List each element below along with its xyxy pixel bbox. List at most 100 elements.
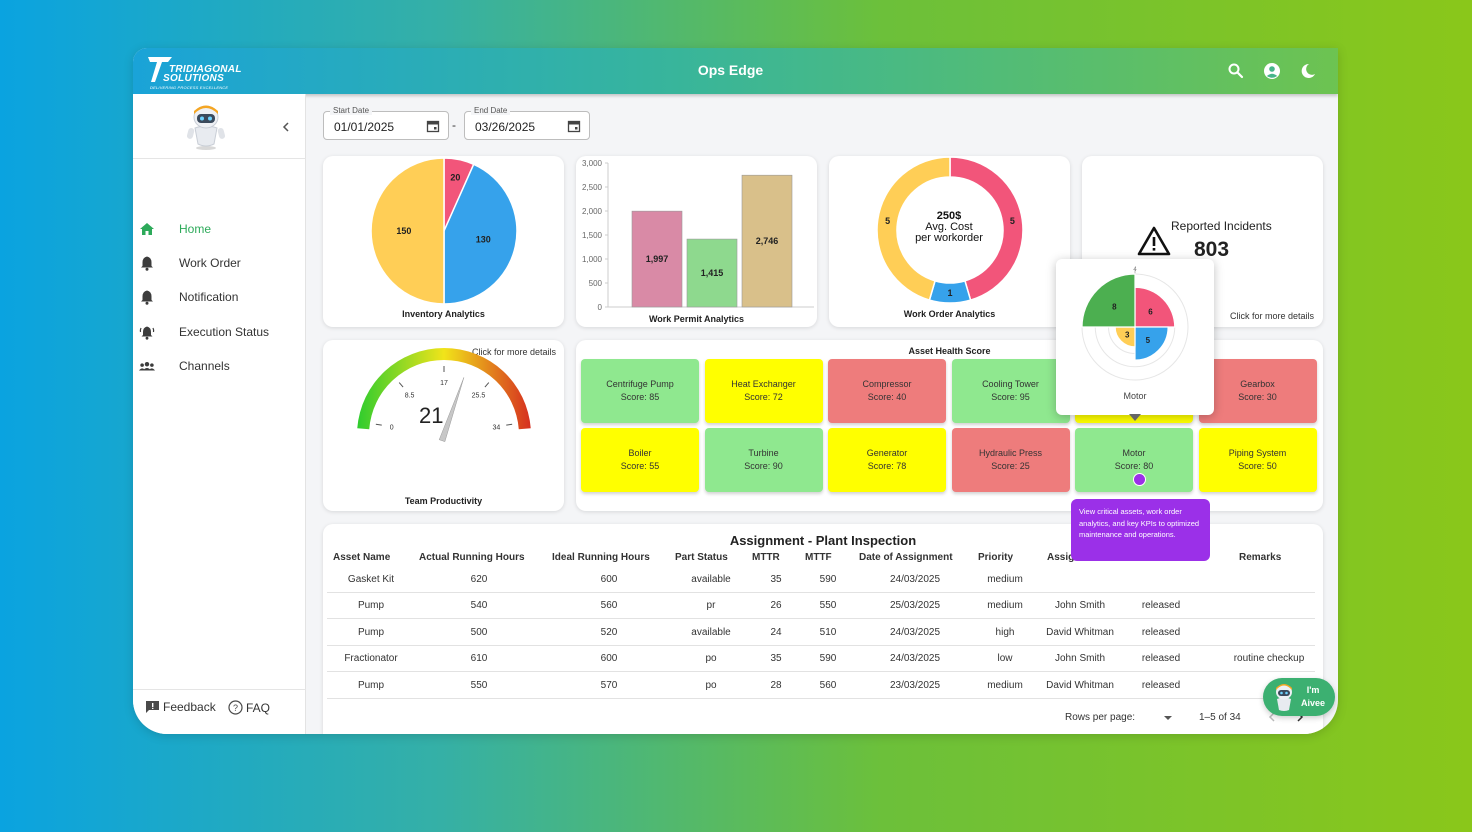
rows-per-page-dropdown-icon[interactable] bbox=[1163, 714, 1173, 722]
asset-tile[interactable]: Hydraulic Press Score: 25 bbox=[951, 428, 1070, 492]
column-header[interactable]: Part Status bbox=[675, 552, 728, 563]
table-cell: 24 bbox=[770, 626, 782, 638]
calendar-icon[interactable] bbox=[426, 119, 440, 133]
asset-tile[interactable]: Compressor Score: 40 bbox=[828, 359, 946, 423]
asset-tile[interactable]: Gearbox Score: 30 bbox=[1198, 359, 1317, 423]
table-cell: 24/03/2025 bbox=[889, 653, 941, 665]
donut-segment[interactable] bbox=[949, 156, 1024, 301]
gauge-arc bbox=[357, 348, 531, 430]
end-date-field[interactable]: End Date 03/26/2025 bbox=[464, 106, 590, 140]
sidebar-item-channels[interactable]: Channels bbox=[133, 352, 306, 380]
bell-icon bbox=[141, 256, 153, 271]
work-order-card[interactable]: 5 1 5 250$ Avg. Cost per workorder Work Or… bbox=[829, 156, 1070, 327]
asset-tile-name: Gearbox bbox=[1240, 379, 1275, 389]
column-header[interactable]: Actual Running Hours bbox=[419, 552, 525, 563]
polar-segment[interactable] bbox=[1081, 273, 1136, 328]
incidents-details-link[interactable]: Click for more details bbox=[1230, 311, 1315, 321]
asset-tile-score: Score: 95 bbox=[991, 392, 1030, 402]
table-cell: 540 bbox=[470, 600, 488, 612]
collapse-sidebar-icon[interactable] bbox=[280, 121, 292, 133]
asset-tile[interactable]: Generator Score: 78 bbox=[828, 428, 946, 492]
work-permit-card[interactable]: 3,000 2,500 2,000 1,500 1,000 500 0 1,997 1,415 2… bbox=[576, 156, 817, 327]
bar[interactable] bbox=[686, 238, 738, 308]
donut-segment-label: 1 bbox=[947, 288, 952, 298]
column-header[interactable]: Ideal Running Hours bbox=[552, 552, 650, 563]
popup-pointer bbox=[1129, 414, 1141, 421]
polar-segment-label: 6 bbox=[1148, 308, 1153, 317]
feedback-button[interactable]: Feedback bbox=[145, 700, 216, 714]
asset-tile[interactable]: Centrifuge Pump Score: 85 bbox=[581, 359, 699, 423]
asset-tile[interactable]: Heat Exchanger Score: 72 bbox=[704, 359, 823, 423]
polar-segment[interactable] bbox=[1114, 326, 1136, 348]
sidebar-item-notification[interactable]: Notification bbox=[133, 283, 306, 311]
start-date-field[interactable]: Start Date 01/01/2025 bbox=[323, 106, 449, 140]
dark-mode-icon[interactable] bbox=[1299, 62, 1317, 80]
logo-line2: SOLUTIONS bbox=[163, 73, 225, 84]
polar-segment-label: 3 bbox=[1125, 331, 1130, 340]
sidebar-item-home[interactable]: Home bbox=[133, 215, 306, 243]
bar[interactable] bbox=[741, 174, 793, 308]
asset-tile-name: Heat Exchanger bbox=[731, 379, 796, 389]
table-cell: medium bbox=[987, 679, 1023, 691]
avg-cost-sublabel: per workorder bbox=[915, 232, 983, 244]
column-header[interactable]: Date of Assignment bbox=[859, 552, 953, 563]
pie-slice[interactable] bbox=[370, 157, 445, 305]
asset-tile[interactable]: Turbine Score: 90 bbox=[704, 428, 823, 492]
sidebar-item-work-order[interactable]: Work Order bbox=[133, 249, 306, 277]
prev-page-icon[interactable] bbox=[1267, 711, 1277, 723]
chatbot-launcher[interactable]: I'm Aivee bbox=[1263, 678, 1335, 716]
polar-segment[interactable] bbox=[1134, 286, 1176, 328]
company-logo[interactable]: TRIDIAGONAL SOLUTIONS DELIVERING PROCESS… bbox=[147, 54, 247, 90]
table-cell: released bbox=[1141, 679, 1181, 691]
bar-label: 1,997 bbox=[646, 254, 669, 264]
polar-tick-label: 4 bbox=[1133, 267, 1137, 273]
asset-tile-score: Score: 40 bbox=[867, 392, 907, 402]
account-icon[interactable] bbox=[1263, 62, 1281, 80]
donut-segment[interactable] bbox=[876, 156, 951, 301]
column-header[interactable]: MTTR bbox=[752, 552, 780, 563]
column-header[interactable]: MTTF bbox=[805, 552, 832, 563]
y-tick-label: 2,500 bbox=[582, 183, 603, 192]
polar-segment[interactable] bbox=[1134, 326, 1169, 361]
search-icon[interactable] bbox=[1227, 62, 1245, 80]
asset-tile[interactable]: Cooling Tower Score: 95 bbox=[951, 359, 1070, 423]
asset-tile[interactable]: Boiler Score: 55 bbox=[581, 428, 699, 492]
pie-slice-label: 150 bbox=[396, 226, 411, 236]
gauge-tick bbox=[484, 382, 490, 388]
sidebar-item-execution-status[interactable]: Execution Status bbox=[133, 318, 306, 346]
table-cell: 35 bbox=[770, 574, 782, 585]
guide-hotspot[interactable] bbox=[1133, 473, 1146, 486]
table-cell: po bbox=[705, 679, 717, 691]
pie-slice[interactable] bbox=[443, 163, 518, 305]
y-tick-label: 2,000 bbox=[582, 207, 603, 216]
table-cell: routine checkup bbox=[1233, 653, 1305, 665]
faq-button[interactable]: ? FAQ bbox=[228, 700, 270, 715]
column-header[interactable]: Assig bbox=[1047, 552, 1075, 563]
table-cell: 560 bbox=[819, 679, 837, 691]
sidebar-divider bbox=[133, 158, 306, 159]
faq-label: FAQ bbox=[246, 700, 271, 715]
y-tick-label: 0 bbox=[598, 303, 603, 312]
inventory-analytics-card[interactable]: 20 130 150 Inventory Analytics bbox=[323, 156, 564, 327]
table-cell: low bbox=[997, 653, 1013, 665]
asset-tile[interactable]: Piping System Score: 50 bbox=[1198, 428, 1317, 492]
asset-tile-name: Motor bbox=[1122, 448, 1146, 458]
team-productivity-card[interactable]: Click for more details 0 8.5 17 25.5 34 21 T… bbox=[323, 340, 564, 511]
productivity-details-link[interactable]: Click for more details bbox=[472, 347, 557, 357]
column-header[interactable]: Remarks bbox=[1239, 552, 1282, 563]
work-permit-title: Work Permit Analytics bbox=[648, 314, 745, 324]
column-header[interactable]: Asset Name bbox=[333, 552, 391, 563]
chatbot-label-line2: Aivee bbox=[1301, 698, 1326, 708]
pie-slice-label: 130 bbox=[476, 234, 491, 244]
work-permit-bar-chart: 3,000 2,500 2,000 1,500 1,000 500 0 1,997 1,415 2… bbox=[582, 159, 814, 312]
calendar-icon[interactable] bbox=[567, 119, 581, 133]
chatbot-label: I'm Aivee bbox=[1301, 684, 1325, 710]
feedback-icon bbox=[146, 701, 159, 713]
asset-tile-score: Score: 78 bbox=[867, 461, 907, 471]
svg-text:?: ? bbox=[233, 703, 238, 713]
column-header[interactable]: Priority bbox=[978, 552, 1014, 563]
bar[interactable] bbox=[631, 210, 683, 308]
gauge-tick bbox=[398, 382, 404, 388]
table-cell: David Whitman bbox=[1046, 679, 1114, 691]
table-cell: pr bbox=[706, 600, 716, 612]
